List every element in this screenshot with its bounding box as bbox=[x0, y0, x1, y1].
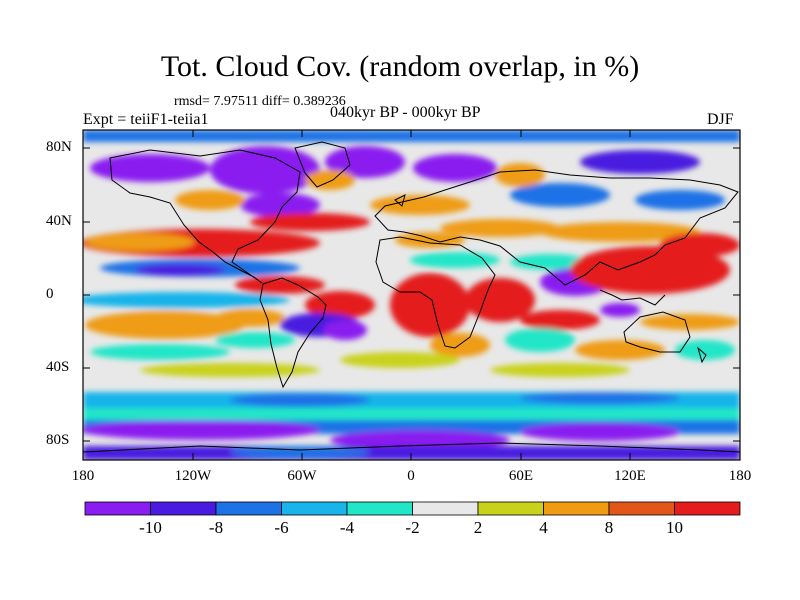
lat-label-80n: 80N bbox=[46, 139, 72, 155]
lon-label-120e: 120E bbox=[614, 468, 646, 484]
lon-label-0: 0 bbox=[407, 468, 415, 484]
coastlines bbox=[83, 141, 740, 453]
colorbar-tick-label: 4 bbox=[539, 518, 548, 537]
map-title: Tot. Cloud Cov. (random overlap, in %) bbox=[160, 50, 640, 83]
colorbar-tick-label: -8 bbox=[208, 518, 224, 537]
colorbar-tick-label: 10 bbox=[666, 518, 683, 537]
season-label: DJF bbox=[707, 111, 734, 128]
colorbar-swatch bbox=[543, 501, 610, 516]
colorbar-swatch bbox=[215, 501, 282, 516]
colorbar-swatch bbox=[608, 501, 675, 516]
colorbar-swatch bbox=[346, 501, 413, 516]
colorbar-swatch bbox=[674, 501, 741, 516]
colorbar bbox=[84, 501, 741, 516]
lat-label-40s: 40S bbox=[46, 359, 70, 375]
colorbar-tick-label: -10 bbox=[139, 518, 162, 537]
colorbar-tick-label: -4 bbox=[339, 518, 355, 537]
colorbar-tick-label: -6 bbox=[274, 518, 289, 537]
colorbar-swatch bbox=[150, 501, 217, 516]
stats-line: rmsd= 7.97511 diff= 0.389236 bbox=[174, 94, 346, 109]
lon-label-60e: 60E bbox=[508, 468, 534, 484]
cloud-anomaly-field bbox=[83, 130, 740, 460]
lon-label-180w: 180 bbox=[71, 468, 95, 484]
colorbar-tick-label: -2 bbox=[405, 518, 420, 537]
colorbar-tick-label: 2 bbox=[473, 518, 483, 537]
lat-label-40n: 40N bbox=[46, 213, 72, 229]
period-label: 040kyr BP - 000kyr BP bbox=[330, 104, 481, 121]
axis-ticks bbox=[83, 130, 740, 460]
colorbar-tick-label: 8 bbox=[604, 518, 614, 537]
lat-label-0: 0 bbox=[46, 286, 54, 302]
experiment-label: Expt = teiiF1-teiia1 bbox=[83, 111, 209, 128]
colorbar-swatch bbox=[281, 501, 348, 516]
colorbar-swatch bbox=[84, 501, 151, 516]
lon-label-180e: 180 bbox=[728, 468, 752, 484]
lon-label-120w: 120W bbox=[174, 468, 212, 484]
lon-label-60w: 60W bbox=[287, 468, 317, 484]
colorbar-swatch bbox=[477, 501, 544, 516]
colorbar-swatch bbox=[412, 501, 479, 516]
lat-label-80s: 80S bbox=[46, 432, 70, 448]
